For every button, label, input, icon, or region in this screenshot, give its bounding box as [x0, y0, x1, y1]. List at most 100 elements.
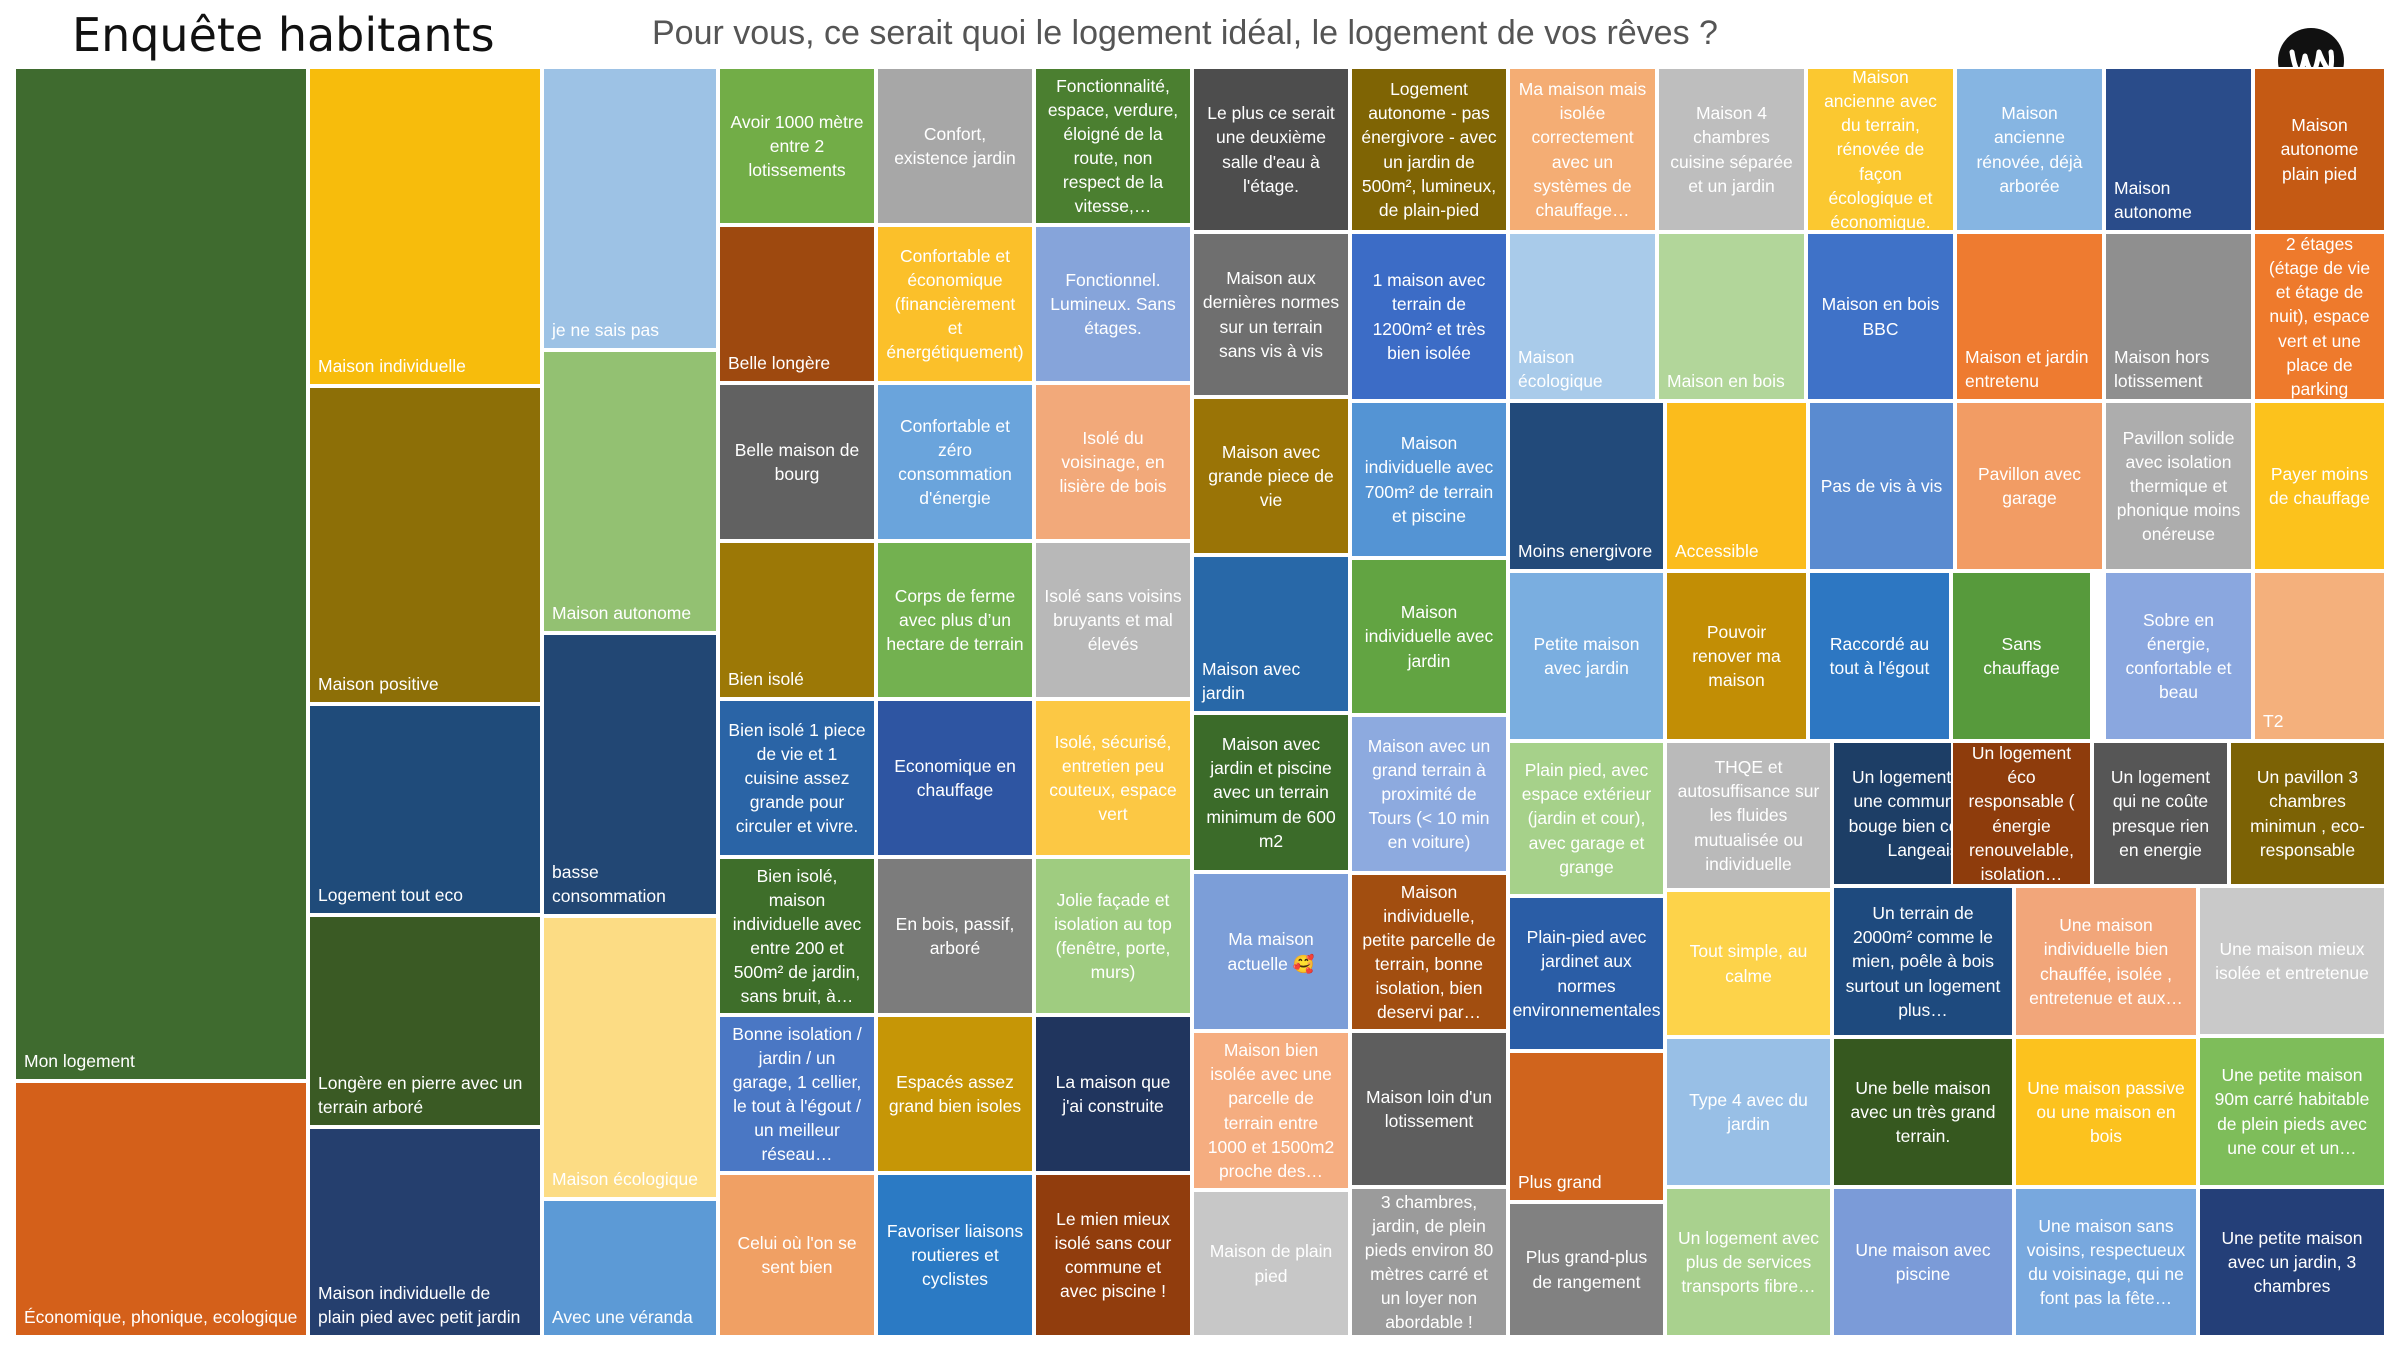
treemap-tile: Maison loin d'un lotissement — [1350, 1031, 1508, 1187]
treemap-tile: Sans chauffage — [1951, 571, 2092, 741]
tile-label: Ma maison actuelle 🥰 — [1227, 929, 1315, 974]
tile-label: Maison aux dernières normes sur un terra… — [1202, 268, 1340, 361]
tile-label: Maison avec un grand terrain à proximité… — [1367, 735, 1491, 853]
tile-label: Maison de plain pied — [1209, 1241, 1333, 1286]
question-title: Pour vous, ce serait quoi le logement id… — [652, 14, 1718, 52]
treemap-tile: Maison individuelle de plain pied avec p… — [308, 1127, 542, 1337]
treemap-tile: Jolie façade et isolation au top (fenêtr… — [1034, 857, 1192, 1015]
treemap-tile: Maison avec un grand terrain à proximité… — [1350, 715, 1508, 873]
tile-label: Maison positive — [318, 673, 439, 694]
treemap-tile: Accessible — [1665, 401, 1808, 571]
tile-label: Une maison individuelle bien chauffée, i… — [2029, 915, 2183, 1008]
tile-label: Isolé, sécurisé, entretien peu couteux, … — [1049, 731, 1177, 825]
tile-label: Maison avec jardin — [1202, 658, 1301, 703]
treemap-tile: Belle longère — [718, 225, 876, 383]
treemap-tile: Un logement qui ne coûte presque rien en… — [2092, 741, 2229, 886]
treemap-tile: Logement tout eco — [308, 704, 542, 915]
treemap-tile: Maison autonome plain pied — [2253, 67, 2386, 232]
treemap-tile: Confortable et économique (financièremen… — [876, 225, 1034, 383]
treemap-tile: Le plus ce serait une deuxième salle d'e… — [1192, 67, 1350, 232]
treemap-tile: Maison ancienne avec du terrain, rénovée… — [1806, 67, 1955, 232]
tile-label: Maison individuelle avec 700m² de terrai… — [1364, 433, 1494, 526]
treemap-tile: Longère en pierre avec un terrain arboré — [308, 915, 542, 1127]
tile-label: La maison que j'ai construite — [1055, 1071, 1171, 1116]
tile-label: Un logement éco responsable ( énergie re… — [1968, 743, 2075, 884]
treemap-tile: Raccordé au tout à l'égout — [1808, 571, 1951, 741]
tile-label: je ne sais pas — [552, 319, 660, 340]
tile-label: Bien isolé — [728, 668, 804, 689]
tile-label: Maison avec jardin et piscine avec un te… — [1206, 734, 1336, 851]
treemap-tile: Une maison individuelle bien chauffée, i… — [2014, 886, 2198, 1037]
tile-label: Plain-pied avec jardinet aux normes envi… — [1512, 927, 1661, 1020]
treemap-tile: Maison écologique — [542, 916, 718, 1199]
treemap-tile: Corps de ferme avec plus d’un hectare de… — [876, 541, 1034, 699]
treemap-tile: Maison autonome — [2104, 67, 2253, 232]
treemap-tile: Maison 4 chambres cuisine séparée et un … — [1657, 67, 1806, 232]
tile-label: Petite maison avec jardin — [1533, 633, 1640, 678]
treemap-tile: Mon logement — [14, 67, 308, 1081]
treemap-tile: Plain-pied avec jardinet aux normes envi… — [1508, 896, 1665, 1051]
tile-label: Sans chauffage — [1983, 633, 2060, 678]
treemap-tile: Une maison mieux isolée et entretenue — [2198, 886, 2386, 1036]
tile-label: Une maison avec piscine — [1855, 1239, 1991, 1284]
treemap-tile: Maison et jardin entretenu — [1955, 232, 2104, 401]
tile-label: Maison autonome plain pied — [2280, 115, 2359, 184]
tile-label: Maison autonome — [2114, 177, 2192, 222]
treemap-tile: Logement autonome - pas énergivore - ave… — [1350, 67, 1508, 232]
tile-label: Le plus ce serait une deuxième salle d'e… — [1207, 103, 1335, 196]
treemap-tile: Avoir 1000 mètre entre 2 lotissements — [718, 67, 876, 225]
treemap-tile: Bonne isolation / jardin / un garage, 1 … — [718, 1015, 876, 1173]
tile-label: Confortable et économique (financièremen… — [886, 245, 1024, 363]
tile-label: Moins energivore — [1518, 540, 1653, 561]
treemap-tile: Maison avec jardin — [1192, 555, 1350, 713]
tile-label: Maison hors lotissement — [2114, 346, 2210, 391]
treemap-tile: Maison positive — [308, 386, 542, 704]
tile-label: Belle maison de bourg — [734, 439, 860, 484]
treemap-tile: Maison individuelle avec 700m² de terrai… — [1350, 401, 1508, 558]
treemap-tile: Plus grand-plus de rangement — [1508, 1202, 1665, 1337]
treemap-tile: Plus grand — [1508, 1051, 1665, 1202]
treemap-tile: Bien isolé, maison individuelle avec ent… — [718, 857, 876, 1015]
tile-label: Avoir 1000 mètre entre 2 lotissements — [730, 111, 864, 181]
treemap-tile: 3 chambres, jardin, de plein pieds envir… — [1350, 1187, 1508, 1337]
tile-label: Mon logement — [24, 1050, 135, 1071]
treemap-tile: Le mien mieux isolé sans cour commune et… — [1034, 1173, 1192, 1337]
tile-label: Logement tout eco — [318, 884, 463, 905]
treemap-tile: Tout simple, au calme — [1665, 890, 1832, 1037]
tile-label: Fonctionnel. Lumineux. Sans étages. — [1050, 269, 1176, 339]
treemap-tile: 2 étages (étage de vie et étage de nuit)… — [2253, 232, 2386, 401]
tile-label: Bonne isolation / jardin / un garage, 1 … — [732, 1023, 862, 1165]
treemap-tile: Favoriser liaisons routieres et cycliste… — [876, 1173, 1034, 1337]
treemap-tile: THQE et autosuffisance sur les fluides m… — [1665, 741, 1832, 890]
tile-label: Maison écologique — [1518, 346, 1603, 391]
tile-label: Une maison sans voisins, respectueux du … — [2026, 1215, 2186, 1309]
treemap-tile: Maison écologique — [1508, 232, 1657, 401]
tile-label: Maison écologique — [552, 1168, 698, 1189]
tile-label: Economique en chauffage — [894, 755, 1016, 800]
treemap-tile: Maison individuelle avec jardin — [1350, 558, 1508, 715]
treemap-tile: Ma maison actuelle 🥰 — [1192, 872, 1350, 1031]
tile-label: T2 — [2263, 710, 2284, 731]
treemap-tile: Sobre en énergie, confortable et beau — [2104, 571, 2253, 741]
treemap-tile: Fonctionnel. Lumineux. Sans étages. — [1034, 225, 1192, 383]
treemap-tile: Maison individuelle — [308, 67, 542, 386]
treemap-tile: Moins energivore — [1508, 401, 1665, 571]
tile-label: Maison autonome — [552, 602, 692, 623]
tile-label: Une belle maison avec un très grand terr… — [1850, 1077, 1996, 1147]
treemap-tile: T2 — [2253, 571, 2386, 741]
treemap-tile: Maison de plain pied — [1192, 1190, 1350, 1337]
treemap-tile: Une maison avec piscine — [1832, 1187, 2014, 1337]
treemap-tile: Economique en chauffage — [876, 699, 1034, 857]
tile-label: Espacés assez grand bien isoles — [888, 1071, 1022, 1116]
tile-label: Maison bien isolée avec une parcelle de … — [1207, 1040, 1335, 1181]
treemap-tile: Isolé du voisinage, en lisière de bois — [1034, 383, 1192, 541]
treemap-tile: Maison en bois — [1657, 232, 1806, 401]
tile-label: Isolé sans voisins bruyants et mal élevé… — [1044, 585, 1182, 655]
tile-label: Maison ancienne rénovée, déjà arborée — [1976, 103, 2083, 196]
treemap-tile: Une maison sans voisins, respectueux du … — [2014, 1187, 2198, 1337]
treemap: Mon logement Économique, phonique, ecolog… — [14, 67, 2386, 1337]
treemap-tile: Pouvoir renover ma maison — [1665, 571, 1808, 741]
tile-label: Maison et jardin entretenu — [1965, 346, 2089, 391]
treemap-tile: Un logement éco responsable ( énergie re… — [1951, 741, 2092, 886]
tile-label: Corps de ferme avec plus d’un hectare de… — [886, 585, 1024, 655]
